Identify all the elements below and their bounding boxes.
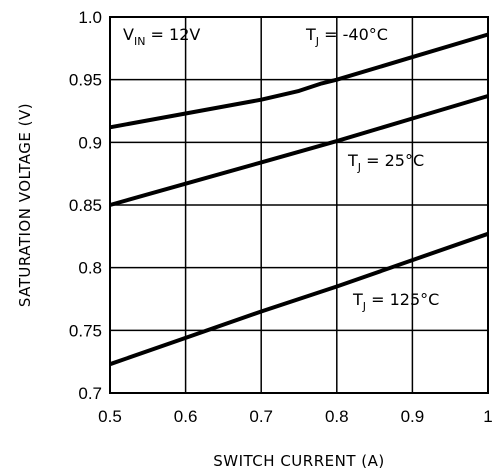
x-tick-label: 0.5 [98, 407, 122, 426]
x-tick-label: 0.8 [325, 407, 349, 426]
x-tick-label: 0.6 [174, 407, 198, 426]
annotation-tj-125-sub: J [362, 300, 366, 313]
y-tick-label: 0.9 [78, 133, 102, 152]
y-tick-label: 1.0 [78, 8, 102, 27]
annotation-tj-25-main: T [347, 151, 358, 170]
annotation-tj-25-rest: = 25°C [361, 151, 424, 170]
y-tick-labels: 0.7 0.75 0.8 0.85 0.9 0.95 1.0 [69, 8, 102, 403]
y-tick-label: 0.8 [78, 259, 102, 278]
plot-frame [109, 16, 489, 394]
x-tick-label: 1 [483, 407, 492, 426]
series-line-3 [109, 231, 489, 367]
y-axis-title: SATURATION VOLTAGE (V) [16, 103, 34, 307]
annotation-vin-main: V [123, 25, 134, 44]
x-tick-label: 0.9 [401, 407, 425, 426]
annotation-tj-neg40-main: T [305, 25, 316, 44]
annotation-tj-125-main: T [352, 290, 363, 309]
annotation-tj-125: TJ = 125°C [352, 290, 439, 313]
series-layer [109, 32, 489, 367]
annotation-tj-25-sub: J [357, 161, 361, 174]
annotation-tj-25: TJ = 25°C [347, 151, 424, 174]
annotation-tj-neg40-sub: J [315, 35, 319, 48]
series-line-2 [109, 94, 489, 207]
x-axis-title: SWITCH CURRENT (A) [213, 452, 384, 470]
annotation-vin-rest: = 12V [145, 25, 200, 44]
annotation-tj-neg40-rest: = -40°C [319, 25, 388, 44]
annotation-vin: VIN = 12V [123, 25, 200, 48]
x-tick-label: 0.7 [249, 407, 273, 426]
y-tick-label: 0.85 [69, 196, 102, 215]
x-tick-labels: 0.5 0.6 0.7 0.8 0.9 1 [98, 407, 492, 426]
annotation-tj-neg40: TJ = -40°C [305, 25, 388, 48]
annotation-tj-125-rest: = 125°C [366, 290, 439, 309]
annotation-vin-sub: IN [134, 35, 145, 48]
series-line-1 [109, 32, 489, 130]
y-tick-label: 0.95 [69, 71, 102, 90]
grid [110, 17, 488, 393]
y-tick-label: 0.75 [69, 321, 102, 340]
y-tick-label: 0.7 [78, 384, 102, 403]
